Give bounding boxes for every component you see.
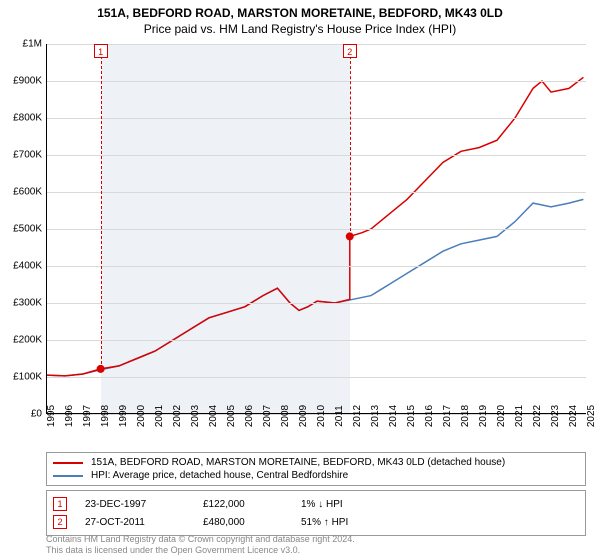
- chart-subtitle: Price paid vs. HM Land Registry's House …: [0, 20, 600, 40]
- ytick-label: £800K: [2, 113, 42, 124]
- gridline-h: [47, 229, 586, 230]
- xtick-label: 2015: [406, 405, 417, 427]
- xtick-label: 2012: [352, 405, 363, 427]
- footer-attribution: Contains HM Land Registry data © Crown c…: [46, 534, 355, 556]
- xtick-label: 1997: [82, 405, 93, 427]
- gridline-h: [47, 44, 586, 45]
- xtick-label: 2017: [442, 405, 453, 427]
- xtick-label: 2002: [172, 405, 183, 427]
- xtick-label: 1996: [64, 405, 75, 427]
- ytick-label: £900K: [2, 76, 42, 87]
- legend-label: 151A, BEDFORD ROAD, MARSTON MORETAINE, B…: [91, 457, 505, 468]
- sale-price: £122,000: [203, 499, 283, 510]
- ytick-label: £0: [2, 409, 42, 420]
- legend-box: 151A, BEDFORD ROAD, MARSTON MORETAINE, B…: [46, 452, 586, 486]
- ytick-label: £400K: [2, 261, 42, 272]
- xtick-label: 1995: [46, 405, 57, 427]
- xtick-label: 2010: [316, 405, 327, 427]
- gridline-h: [47, 266, 586, 267]
- ytick-label: £100K: [2, 372, 42, 383]
- sales-box: 1 23-DEC-1997 £122,000 1% ↓ HPI 2 27-OCT…: [46, 490, 586, 536]
- sale-marker-line: [350, 56, 351, 236]
- gridline-h: [47, 377, 586, 378]
- xtick-label: 2005: [226, 405, 237, 427]
- ytick-label: £600K: [2, 187, 42, 198]
- xtick-label: 2022: [532, 405, 543, 427]
- xtick-label: 1999: [118, 405, 129, 427]
- xtick-label: 2007: [262, 405, 273, 427]
- legend-row: 151A, BEDFORD ROAD, MARSTON MORETAINE, B…: [53, 456, 579, 469]
- sale-diff: 1% ↓ HPI: [301, 499, 343, 510]
- legend-label: HPI: Average price, detached house, Cent…: [91, 470, 348, 481]
- xtick-label: 2006: [244, 405, 255, 427]
- sale-marker-box: 2: [343, 44, 357, 58]
- ytick-label: £1M: [2, 39, 42, 50]
- xtick-label: 2003: [190, 405, 201, 427]
- sale-row: 1 23-DEC-1997 £122,000 1% ↓ HPI: [53, 495, 579, 513]
- sale-date: 27-OCT-2011: [85, 517, 185, 528]
- xtick-label: 2013: [370, 405, 381, 427]
- xtick-label: 2001: [154, 405, 165, 427]
- ytick-label: £700K: [2, 150, 42, 161]
- sale-marker-1: 1: [53, 497, 67, 511]
- gridline-h: [47, 303, 586, 304]
- gridline-h: [47, 118, 586, 119]
- xtick-label: 2018: [460, 405, 471, 427]
- chart-title: 151A, BEDFORD ROAD, MARSTON MORETAINE, B…: [0, 0, 600, 20]
- ytick-label: £500K: [2, 224, 42, 235]
- gridline-h: [47, 155, 586, 156]
- legend-swatch-property: [53, 462, 83, 464]
- gridline-h: [47, 192, 586, 193]
- xtick-label: 2020: [496, 405, 507, 427]
- xtick-label: 2014: [388, 405, 399, 427]
- footer-line: This data is licensed under the Open Gov…: [46, 545, 355, 556]
- sale-row: 2 27-OCT-2011 £480,000 51% ↑ HPI: [53, 513, 579, 531]
- xtick-label: 2000: [136, 405, 147, 427]
- legend-row: HPI: Average price, detached house, Cent…: [53, 469, 579, 482]
- xtick-label: 2016: [424, 405, 435, 427]
- footer-line: Contains HM Land Registry data © Crown c…: [46, 534, 355, 545]
- sale-marker-line: [101, 56, 102, 369]
- sale-marker-2: 2: [53, 515, 67, 529]
- sale-diff: 51% ↑ HPI: [301, 517, 348, 528]
- legend-swatch-hpi: [53, 475, 83, 477]
- xtick-label: 2009: [298, 405, 309, 427]
- gridline-h: [47, 81, 586, 82]
- series-property: [47, 77, 583, 376]
- xtick-label: 2008: [280, 405, 291, 427]
- xtick-label: 2025: [586, 405, 597, 427]
- sale-price: £480,000: [203, 517, 283, 528]
- ytick-label: £200K: [2, 335, 42, 346]
- ytick-label: £300K: [2, 298, 42, 309]
- chart-plot-area: 12: [46, 44, 586, 414]
- xtick-label: 2021: [514, 405, 525, 427]
- sale-marker-box: 1: [94, 44, 108, 58]
- xtick-label: 2019: [478, 405, 489, 427]
- series-hpi: [47, 199, 583, 376]
- chart-container: 151A, BEDFORD ROAD, MARSTON MORETAINE, B…: [0, 0, 600, 560]
- gridline-h: [47, 340, 586, 341]
- xtick-label: 2024: [568, 405, 579, 427]
- xtick-label: 2004: [208, 405, 219, 427]
- xtick-label: 2023: [550, 405, 561, 427]
- xtick-label: 2011: [334, 405, 345, 427]
- xtick-label: 1998: [100, 405, 111, 427]
- sale-date: 23-DEC-1997: [85, 499, 185, 510]
